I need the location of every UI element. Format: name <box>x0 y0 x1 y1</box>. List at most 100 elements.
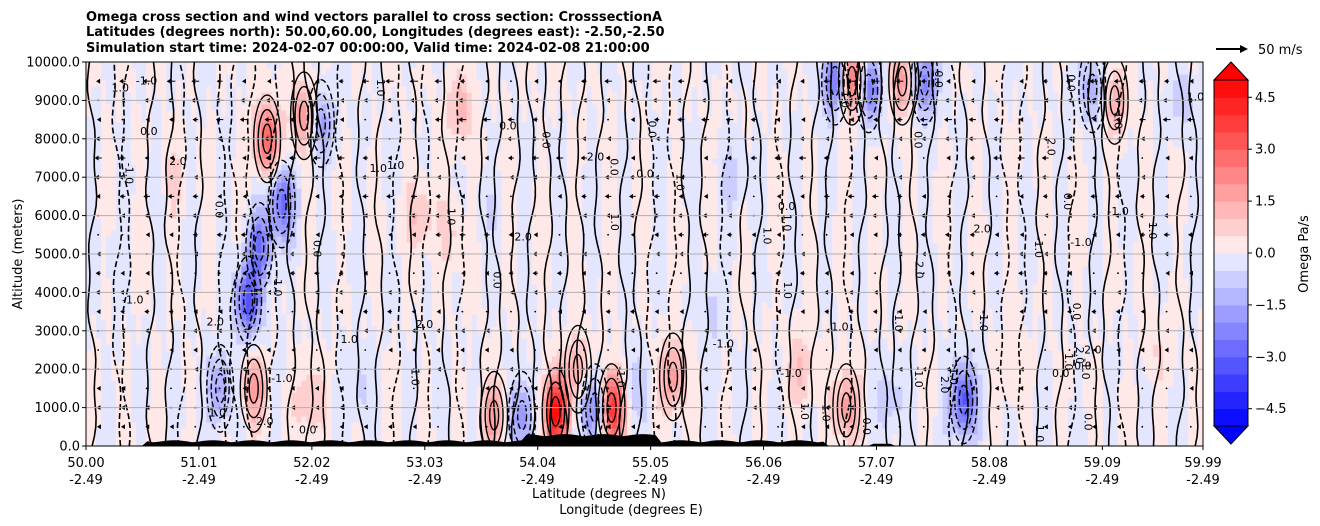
omega-cell <box>787 386 793 393</box>
omega-cell <box>717 422 723 429</box>
omega-cell <box>1007 338 1014 345</box>
omega-cell <box>1082 440 1089 446</box>
omega-cell <box>116 326 122 333</box>
omega-cell <box>907 386 914 393</box>
omega-cell <box>1002 422 1009 429</box>
omega-cell <box>927 398 934 405</box>
omega-cell <box>667 422 673 429</box>
omega-cell <box>86 344 92 351</box>
omega-cell <box>992 392 999 399</box>
omega-cell <box>561 332 568 339</box>
omega-cell <box>1172 380 1179 387</box>
omega-cell <box>747 356 753 363</box>
omega-cell <box>727 380 733 387</box>
omega-cell <box>862 434 868 441</box>
omega-cell <box>496 410 503 417</box>
omega-cell <box>1027 398 1034 405</box>
omega-cell <box>106 344 112 351</box>
omega-cell <box>1022 416 1029 423</box>
omega-cell <box>601 350 608 357</box>
omega-cell <box>131 440 137 446</box>
omega-cell <box>747 416 753 423</box>
omega-cell <box>652 314 658 321</box>
omega-cell <box>186 308 192 315</box>
omega-cell <box>1107 320 1114 327</box>
omega-cell <box>1127 338 1134 345</box>
omega-cell <box>296 338 302 345</box>
omega-cell <box>1002 392 1009 399</box>
omega-cell <box>752 380 758 387</box>
omega-cell <box>401 416 408 423</box>
omega-cell <box>1112 374 1119 381</box>
omega-cell <box>1077 440 1084 446</box>
omega-cell <box>702 374 708 381</box>
omega-cell <box>802 326 808 333</box>
omega-cell <box>111 356 117 363</box>
omega-cell <box>947 374 954 381</box>
omega-cell <box>411 434 418 441</box>
omega-cell <box>546 344 553 351</box>
omega-cell <box>712 428 718 435</box>
omega-cell <box>266 392 272 399</box>
omega-cell <box>536 314 543 321</box>
omega-cell <box>231 350 237 357</box>
omega-cell <box>702 434 708 441</box>
omega-cell <box>722 356 728 363</box>
omega-cell <box>697 314 703 321</box>
omega-cell <box>146 416 152 423</box>
omega-cell <box>1067 416 1074 423</box>
omega-cell <box>942 434 949 441</box>
omega-cell <box>737 416 743 423</box>
omega-cell <box>707 392 713 399</box>
omega-cell <box>732 374 738 381</box>
omega-cell <box>1132 440 1139 446</box>
omega-cell <box>491 392 498 399</box>
omega-cell <box>797 314 803 321</box>
omega-cell <box>712 350 718 357</box>
omega-cell <box>927 374 934 381</box>
omega-cell <box>1102 398 1109 405</box>
omega-cell <box>416 380 423 387</box>
omega-cell <box>101 308 107 315</box>
omega-cell <box>131 314 137 321</box>
omega-cell <box>802 362 808 369</box>
omega-cell <box>1087 422 1094 429</box>
omega-cell <box>551 332 558 339</box>
omega-cell <box>141 428 147 435</box>
omega-cell <box>1067 398 1074 405</box>
omega-cell <box>156 326 162 333</box>
omega-cell <box>1147 344 1154 351</box>
omega-cell <box>802 338 808 345</box>
omega-cell <box>606 380 613 387</box>
omega-cell <box>621 374 628 381</box>
omega-cell <box>391 332 398 339</box>
omega-cell <box>992 398 999 405</box>
omega-cell <box>822 434 828 441</box>
omega-cell <box>606 356 613 363</box>
omega-cell <box>692 350 698 357</box>
omega-cell <box>1002 326 1009 333</box>
omega-cell <box>1132 380 1139 387</box>
omega-cell <box>792 434 798 441</box>
omega-cell <box>246 434 252 441</box>
omega-cell <box>977 392 984 399</box>
omega-cell <box>1052 314 1059 321</box>
omega-cell <box>606 410 613 417</box>
omega-cell <box>361 356 368 363</box>
omega-cell <box>687 392 693 399</box>
omega-cell <box>181 314 187 321</box>
omega-cell <box>1032 434 1039 441</box>
omega-cell <box>1062 314 1069 321</box>
omega-cell <box>712 410 718 417</box>
omega-cell <box>887 392 894 399</box>
omega-cell <box>982 386 989 393</box>
omega-cell <box>1087 380 1094 387</box>
omega-cell <box>406 422 413 429</box>
omega-cell <box>281 422 287 429</box>
omega-cell <box>406 410 413 417</box>
omega-cell <box>186 344 192 351</box>
omega-cell <box>251 428 257 435</box>
omega-cell <box>1132 350 1139 357</box>
omega-cell <box>912 416 919 423</box>
omega-cell <box>847 386 853 393</box>
